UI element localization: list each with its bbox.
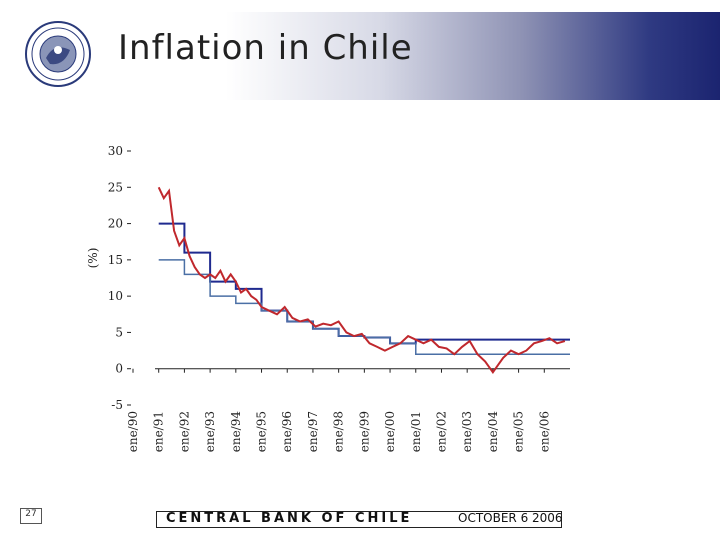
x-tick-label: ene/92 (177, 411, 191, 452)
y-tick-label: 25 (108, 180, 123, 194)
page-title: Inflation in Chile (118, 28, 413, 68)
footer-bank-name: CENTRAL BANK OF CHILE (166, 511, 413, 526)
y-tick-label: 30 (108, 144, 123, 158)
series-line-actual (157, 186, 566, 375)
y-tick-label: 20 (108, 217, 123, 231)
x-tick-label: ene/99 (357, 411, 371, 452)
y-tick-label: 0 (115, 362, 123, 376)
x-tick-label: ene/02 (434, 411, 448, 452)
slide-number: 27 (20, 508, 42, 524)
y-tick-label: 5 (115, 325, 123, 339)
x-tick-label: ene/98 (332, 411, 346, 452)
x-tick-label: ene/96 (280, 411, 294, 452)
x-tick-label: ene/01 (409, 411, 423, 452)
footer-frame (156, 511, 562, 528)
slide-header: Inflation in Chile (0, 0, 720, 100)
header-gradient-band (14, 12, 720, 100)
x-tick-label: ene/00 (383, 411, 397, 452)
x-tick-label: ene/05 (512, 411, 526, 452)
y-tick-label: -5 (111, 398, 123, 412)
x-tick-label: ene/93 (203, 411, 217, 452)
central-bank-seal-icon (25, 21, 91, 87)
y-tick-label: 15 (108, 253, 123, 267)
x-tick-label: ene/90 (126, 411, 140, 452)
x-tick-label: ene/94 (229, 411, 243, 453)
x-tick-label: ene/04 (486, 411, 500, 453)
x-tick-label: ene/03 (460, 411, 474, 452)
x-tick-label: ene/91 (152, 411, 166, 452)
x-tick-label: ene/06 (537, 411, 551, 452)
x-tick-label: ene/97 (306, 411, 320, 452)
y-axis-label: (%) (86, 248, 100, 269)
x-tick-label: ene/95 (255, 411, 269, 452)
series-line-target_mid (158, 222, 570, 345)
footer-date: OCTOBER 6 2006 (458, 511, 563, 525)
y-tick-label: 10 (108, 289, 123, 303)
